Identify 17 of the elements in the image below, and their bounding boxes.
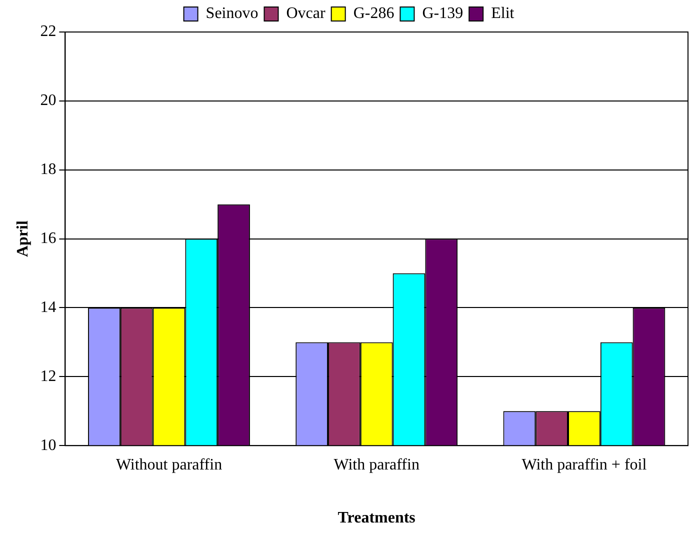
y-tick-label: 10: [40, 436, 56, 454]
x-tick-label: With paraffin + foil: [522, 456, 648, 474]
legend-label: Elit: [491, 5, 515, 22]
y-tick-label: 14: [40, 298, 56, 316]
y-axis-title: April: [14, 220, 32, 258]
y-tick-label: 16: [40, 230, 56, 248]
legend-label: Ovcar: [286, 5, 326, 22]
legend-label: G-139: [422, 5, 464, 22]
x-axis-title: Treatments: [338, 510, 416, 527]
y-tick-label: 12: [40, 368, 56, 385]
y-tick-label: 22: [40, 23, 56, 40]
y-tick-label: 20: [40, 92, 56, 110]
legend-label: G-286: [353, 5, 394, 22]
x-tick-label: Without paraffin: [116, 456, 222, 474]
y-tick-label: 18: [40, 161, 56, 178]
legend-label: Seinovo: [206, 5, 258, 22]
x-tick-label: With paraffin: [334, 456, 420, 474]
